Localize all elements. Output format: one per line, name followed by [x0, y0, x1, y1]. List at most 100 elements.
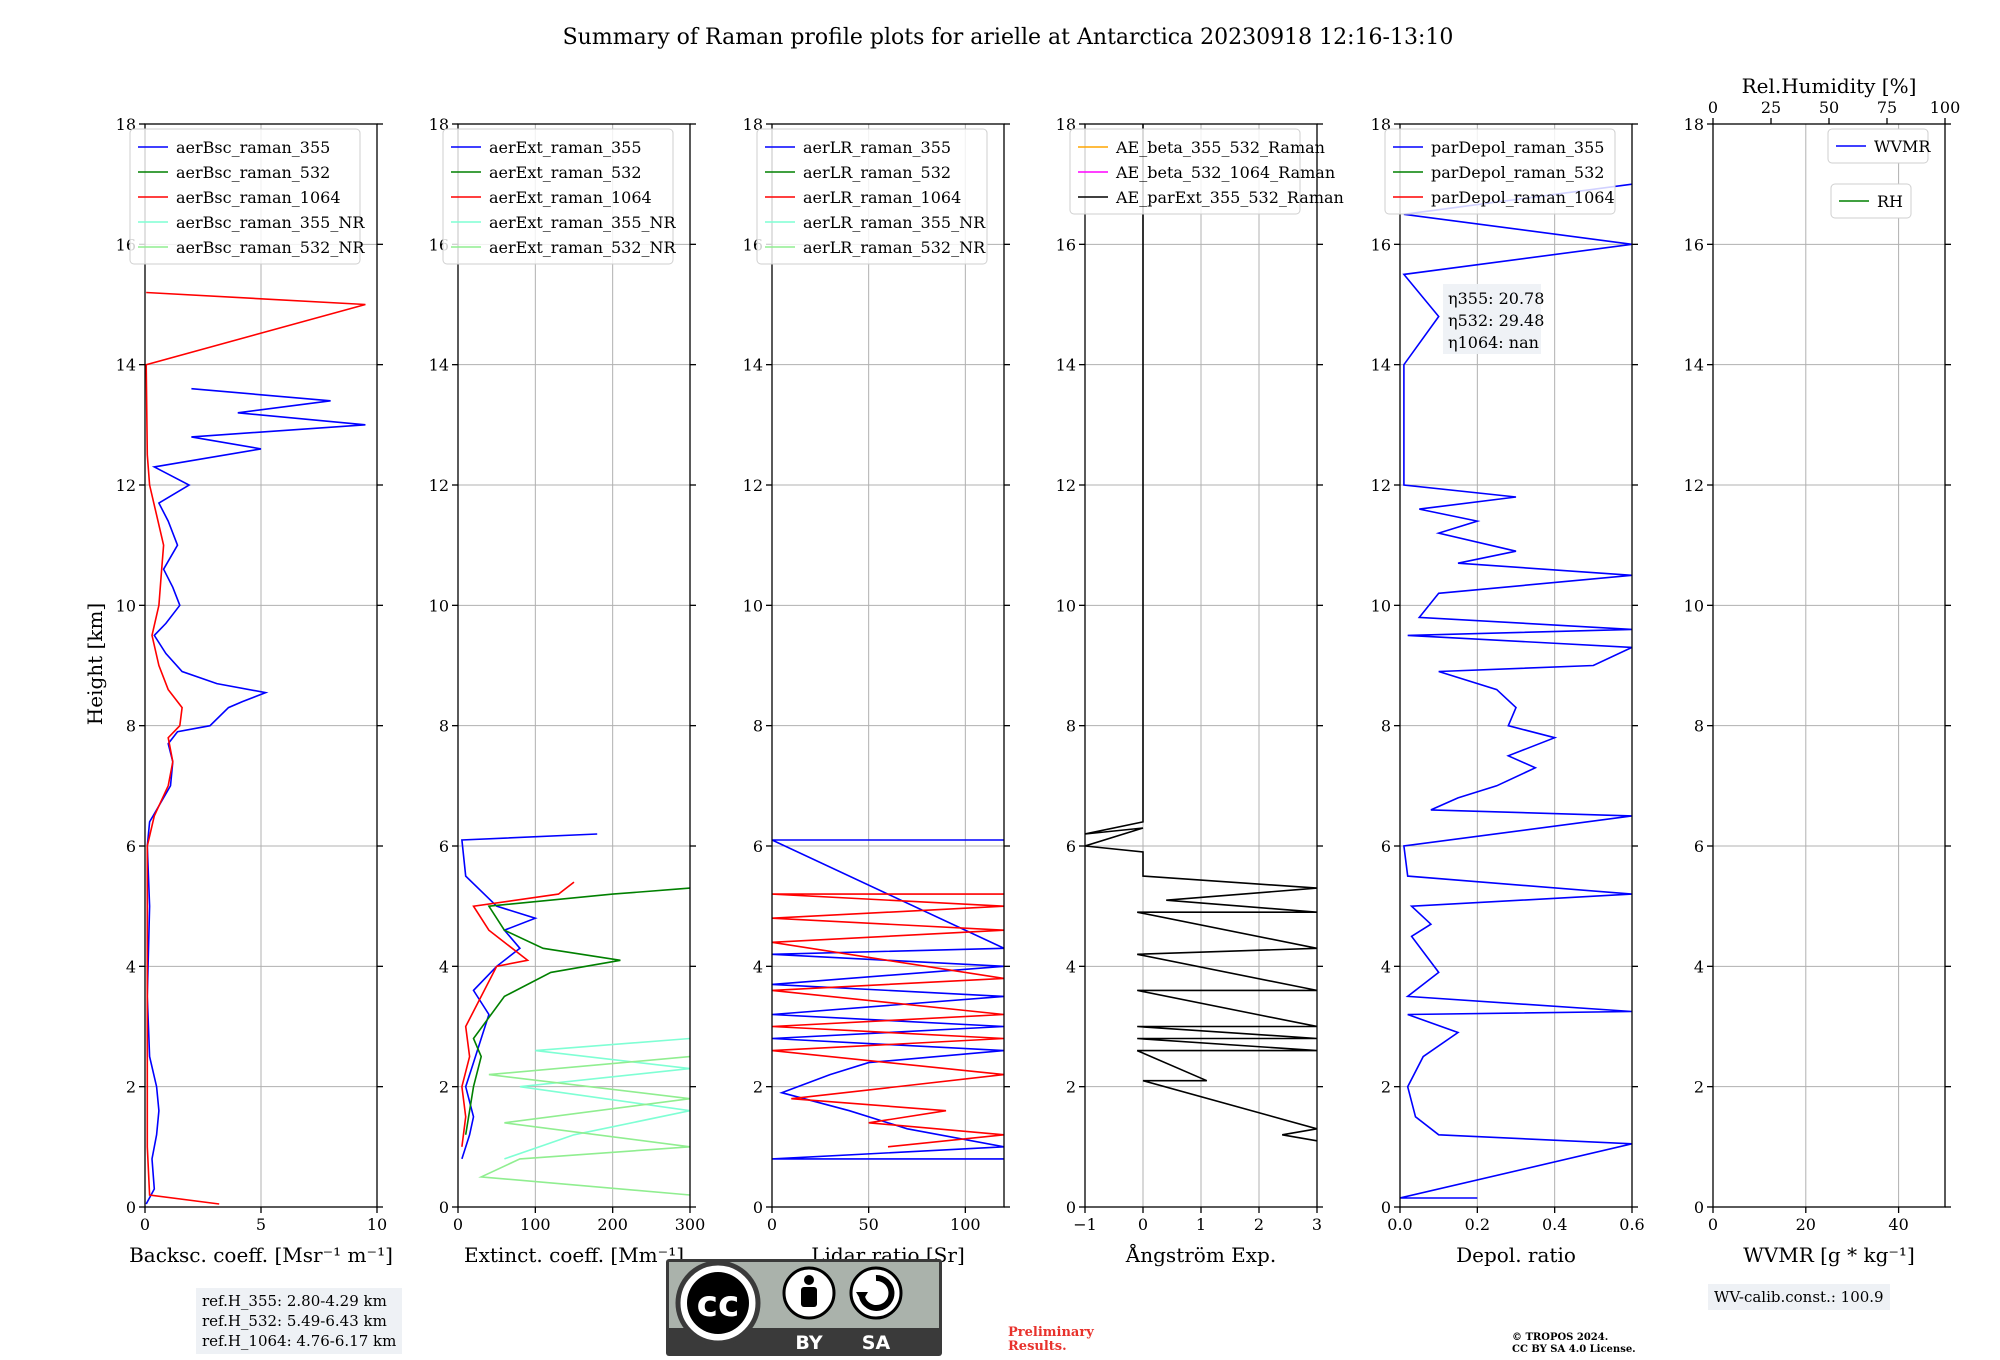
- series-line-aerLR_raman_355: [772, 839, 1004, 1160]
- eta-annotation: η355: 20.78: [1448, 289, 1544, 308]
- x-tick-label: 5: [256, 1215, 266, 1234]
- y-tick-label: 12: [1056, 476, 1076, 495]
- series-line-parDepol_raman_355: [1400, 183, 1632, 1199]
- y-tick-label: 14: [1056, 356, 1076, 375]
- y-tick-label: 2: [126, 1078, 136, 1097]
- y-tick-label: 10: [743, 596, 763, 615]
- legend-label: aerBsc_raman_355: [176, 138, 330, 157]
- y-tick-label: 18: [116, 115, 136, 134]
- legend-box: [1069, 128, 1301, 215]
- legend-label: aerLR_raman_1064: [803, 188, 961, 207]
- preliminary-results-note: Preliminary Results.: [1008, 1326, 1094, 1354]
- y-tick-label: 8: [1381, 717, 1391, 736]
- x-tick-label: 0.6: [1619, 1215, 1644, 1234]
- legend-label: aerLR_raman_355: [803, 138, 951, 157]
- x-tick-label: 1: [1196, 1215, 1206, 1234]
- x-axis-label-ae: Ångström Exp.: [1125, 1242, 1276, 1267]
- x-axis-label-bsc: Backsc. coeff. [Msr⁻¹ m⁻¹]: [129, 1243, 393, 1267]
- legend-box-rh: [1830, 183, 1912, 219]
- x-tick-label: 300: [675, 1215, 706, 1234]
- y-tick-label: 18: [1056, 115, 1076, 134]
- axes-frame: [771, 123, 1005, 1208]
- x-axis-label-ext: Extinct. coeff. [Mm⁻¹]: [464, 1243, 684, 1267]
- legend-box-wvmr: [1827, 128, 1929, 164]
- legend-box: [756, 128, 988, 265]
- y-tick-label: 10: [1056, 596, 1076, 615]
- figure-title: Summary of Raman profile plots for ariel…: [563, 25, 1454, 50]
- y-tick-label: 4: [1066, 957, 1076, 976]
- x-tick-label: 0.2: [1465, 1215, 1490, 1234]
- legend-label: parDepol_raman_1064: [1431, 188, 1615, 207]
- top-x-tick-label: 100: [1930, 98, 1961, 117]
- y-tick-label: 10: [1684, 596, 1704, 615]
- y-tick-label: 0: [753, 1198, 763, 1217]
- legend-label: aerLR_raman_532_NR: [803, 238, 986, 257]
- x-tick-label: 0: [1708, 1215, 1718, 1234]
- copyright-note: © TROPOS 2024. CC BY SA 4.0 License.: [1512, 1332, 1636, 1356]
- y-tick-label: 10: [116, 596, 136, 615]
- y-tick-label: 12: [743, 476, 763, 495]
- axes-frame: [457, 123, 691, 1208]
- y-tick-label: 2: [439, 1078, 449, 1097]
- y-axis-label: Height [km]: [83, 603, 107, 725]
- y-tick-label: 14: [1371, 356, 1391, 375]
- eta-annotation: η532: 29.48: [1448, 311, 1544, 330]
- series-line-aerExt_raman_1064: [461, 881, 575, 1147]
- legend-label: aerExt_raman_1064: [489, 188, 652, 207]
- y-tick-label: 2: [1694, 1078, 1704, 1097]
- legend-label: AE_beta_355_532_Raman: [1115, 138, 1325, 157]
- y-tick-label: 4: [126, 957, 136, 976]
- y-tick-label: 6: [753, 837, 763, 856]
- y-tick-label: 12: [429, 476, 449, 495]
- axes-frame: [1712, 123, 1946, 1208]
- y-tick-label: 4: [1381, 957, 1391, 976]
- y-tick-label: 14: [429, 356, 449, 375]
- ref-height-532: ref.H_532: 5.49-6.43 km: [202, 1312, 387, 1330]
- by-label: BY: [795, 1332, 822, 1354]
- wv-calibration-box: WV-calib.const.: 100.9: [1708, 1284, 1890, 1310]
- legend-label: aerLR_raman_355_NR: [803, 213, 986, 232]
- copyright-line-2: CC BY SA 4.0 License.: [1512, 1344, 1636, 1355]
- y-tick-label: 18: [743, 115, 763, 134]
- legend-box: [129, 128, 361, 265]
- y-tick-label: 18: [1371, 115, 1391, 134]
- x-tick-label: 0.0: [1387, 1215, 1412, 1234]
- x-tick-label: 0.4: [1542, 1215, 1567, 1234]
- x-axis-label-wv: WVMR [g * kg⁻¹]: [1743, 1243, 1915, 1267]
- y-tick-label: 12: [116, 476, 136, 495]
- y-tick-label: 4: [753, 957, 763, 976]
- y-tick-label: 6: [1381, 837, 1391, 856]
- cc-by-sa-license-badge: cc BY SA: [666, 1259, 942, 1356]
- ref-height-1064: ref.H_1064: 4.76-6.17 km: [202, 1332, 397, 1350]
- y-tick-label: 8: [753, 717, 763, 736]
- y-tick-label: 6: [439, 837, 449, 856]
- legend-label: aerBsc_raman_532: [176, 163, 330, 182]
- y-tick-label: 8: [126, 717, 136, 736]
- y-tick-label: 18: [429, 115, 449, 134]
- y-tick-label: 12: [1371, 476, 1391, 495]
- y-tick-label: 16: [1371, 235, 1391, 254]
- legend-label: aerBsc_raman_1064: [176, 188, 341, 207]
- y-tick-label: 16: [1684, 235, 1704, 254]
- legend-label: WVMR: [1874, 137, 1931, 156]
- x-tick-label: 0: [453, 1215, 463, 1234]
- x-tick-label: 100: [950, 1215, 981, 1234]
- axes-frame: [1399, 123, 1633, 1208]
- series-line-aerBsc_raman_355: [145, 387, 366, 1205]
- eta-annotation: η1064: nan: [1448, 333, 1539, 352]
- legend-label: AE_parExt_355_532_Raman: [1115, 188, 1344, 207]
- legend-label: aerExt_raman_355: [489, 138, 642, 157]
- legend-label: aerBsc_raman_532_NR: [176, 238, 365, 257]
- legend-label: parDepol_raman_532: [1431, 163, 1604, 182]
- x-tick-label: 2: [1254, 1215, 1264, 1234]
- y-tick-label: 6: [1066, 837, 1076, 856]
- series-line-aerLR_raman_1064: [772, 893, 1004, 1148]
- series-line-aerExt_raman_532_NR: [478, 1055, 690, 1196]
- x-tick-label: 20: [1796, 1215, 1816, 1234]
- y-tick-label: 0: [439, 1198, 449, 1217]
- y-tick-label: 6: [126, 837, 136, 856]
- y-tick-label: 2: [753, 1078, 763, 1097]
- x-axis-label-depol: Depol. ratio: [1456, 1243, 1576, 1267]
